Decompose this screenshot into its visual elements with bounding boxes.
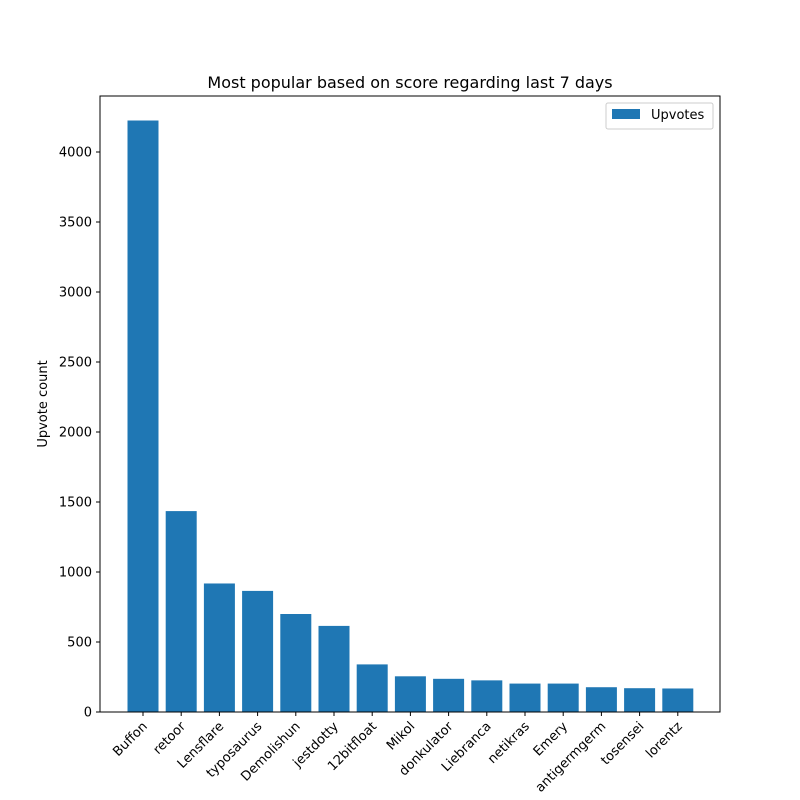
legend-label-upvotes: Upvotes <box>651 108 705 123</box>
y-axis-ticks: 0 500 1000 1500 2000 2500 3000 3500 4000 <box>59 146 100 721</box>
y-tick-label: 3500 <box>59 216 92 231</box>
x-tick-label: lorentz <box>643 719 685 761</box>
chart-title: Most popular based on score regarding la… <box>207 73 612 92</box>
bar-12bitfloat <box>356 664 388 712</box>
bars-group <box>127 120 694 712</box>
bar-liebranca <box>471 680 503 712</box>
bar-typosaurus <box>242 590 274 712</box>
plot-area-frame <box>99 95 721 713</box>
bar-jestdotty <box>318 625 350 712</box>
legend: Upvotes <box>605 102 714 130</box>
y-tick-label: 2000 <box>59 426 92 441</box>
bar-tosensei <box>624 688 656 712</box>
bar-emery <box>547 683 579 712</box>
y-tick-label: 3000 <box>59 286 92 301</box>
bar-lorentz <box>662 688 694 712</box>
x-tick-label: netikras <box>485 719 533 767</box>
y-axis-label: Upvote count <box>36 360 51 447</box>
bar-mikol <box>394 676 426 712</box>
y-tick-label: 500 <box>67 636 92 651</box>
bar-lensflare <box>203 583 235 712</box>
bar-buffon <box>127 120 159 712</box>
bar-demolishun <box>280 614 312 712</box>
bar-netikras <box>509 683 541 712</box>
bar-donkulator <box>433 678 465 712</box>
y-tick-label: 4000 <box>59 146 92 161</box>
y-tick-label: 1000 <box>59 566 92 581</box>
y-tick-label: 2500 <box>59 356 92 371</box>
x-tick-label: Buffon <box>110 719 151 760</box>
y-tick-label: 0 <box>84 706 92 721</box>
bar-retoor <box>165 511 197 712</box>
x-tick-label: Mikol <box>384 719 418 753</box>
legend-swatch-upvotes <box>612 109 640 119</box>
x-axis-ticks: Buffon retoorLensflaretyposaurusDemolishu… <box>110 712 686 796</box>
y-tick-label: 1500 <box>59 496 92 511</box>
bar-antigermgerm <box>585 687 617 712</box>
